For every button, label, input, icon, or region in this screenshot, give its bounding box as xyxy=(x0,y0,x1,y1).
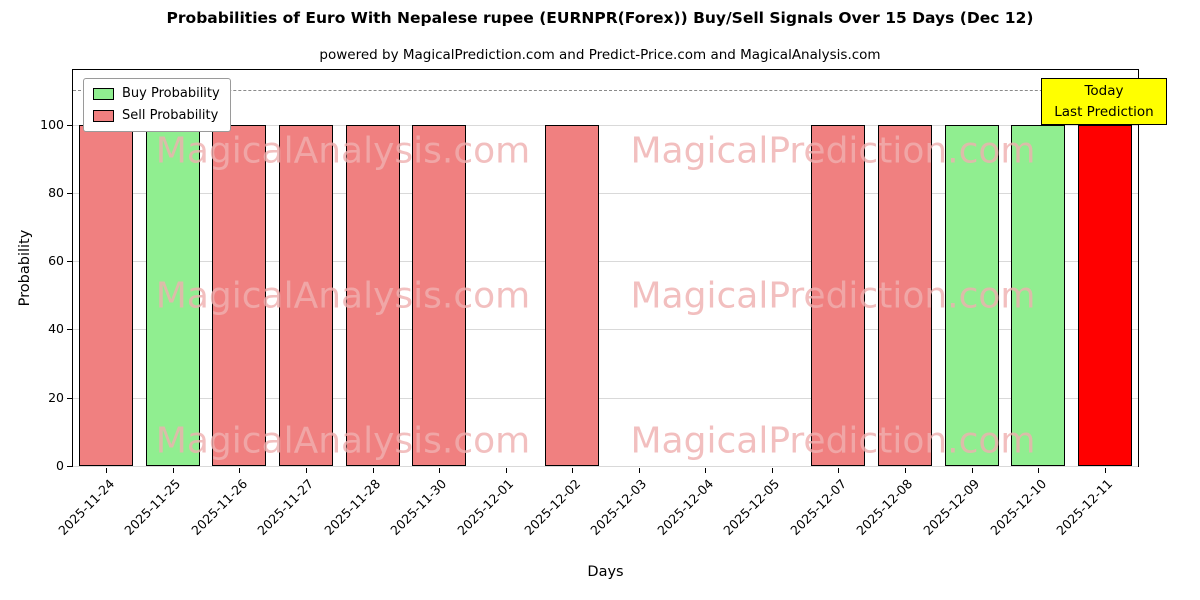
annotation-line: Last Prediction xyxy=(1054,103,1154,120)
y-tick-mark xyxy=(67,192,72,194)
watermark: MagicalPrediction.com xyxy=(630,275,1036,317)
x-tick-label: 2025-11-26 xyxy=(188,476,251,538)
watermark: MagicalPrediction.com xyxy=(630,130,1036,172)
bar-2025-12-10 xyxy=(1011,124,1066,466)
x-tick-label: 2025-12-07 xyxy=(787,476,850,538)
x-tick-mark xyxy=(1038,468,1040,473)
threshold-dashed-line xyxy=(73,90,1138,92)
y-tick-label: 100 xyxy=(40,116,64,132)
x-tick-mark xyxy=(372,468,374,473)
y-tick-label: 20 xyxy=(48,389,64,405)
x-tick-mark xyxy=(172,468,174,473)
today-annotation: Today Last Prediction xyxy=(1041,78,1167,125)
legend-swatch-buy xyxy=(93,87,114,100)
legend-label: Sell Probability xyxy=(122,108,219,123)
bar-2025-12-09 xyxy=(944,124,999,466)
x-tick-label: 2025-12-10 xyxy=(986,476,1049,538)
bar-2025-12-07 xyxy=(811,124,866,466)
x-tick-mark xyxy=(305,468,307,473)
x-tick-mark xyxy=(705,468,707,473)
watermark: MagicalPrediction.com xyxy=(630,420,1036,462)
x-tick-label: 2025-11-30 xyxy=(387,476,450,538)
gridline-y20 xyxy=(73,397,1138,399)
chart-title: Probabilities of Euro With Nepalese rupe… xyxy=(166,9,1034,27)
x-tick-label: 2025-12-03 xyxy=(587,476,650,538)
y-tick-mark xyxy=(67,261,72,263)
legend-entry: Sell Probability xyxy=(93,108,220,123)
x-tick-label: 2025-12-01 xyxy=(454,476,517,538)
x-tick-label: 2025-11-25 xyxy=(121,476,184,538)
y-tick-mark xyxy=(67,466,72,467)
y-tick-mark xyxy=(67,124,72,126)
x-tick-mark xyxy=(439,468,441,473)
gridline-y100 xyxy=(73,124,1138,126)
x-tick-label: 2025-11-28 xyxy=(321,476,384,538)
x-tick-label: 2025-11-24 xyxy=(54,476,117,538)
x-tick-mark xyxy=(838,468,840,473)
x-tick-label: 2025-12-02 xyxy=(520,476,583,538)
gridline-y40 xyxy=(73,329,1138,331)
bar-2025-11-27 xyxy=(278,124,333,466)
x-axis-label: Days xyxy=(587,564,624,580)
bar-2025-11-28 xyxy=(345,124,400,466)
x-tick-mark xyxy=(572,468,574,473)
x-tick-mark xyxy=(1104,468,1106,473)
bar-2025-11-24 xyxy=(79,124,134,466)
legend-label: Buy Probability xyxy=(122,86,220,101)
legend: Buy Probability Sell Probability xyxy=(83,78,231,132)
x-tick-label: 2025-12-11 xyxy=(1053,476,1116,538)
gridline-y80 xyxy=(73,192,1138,194)
bar-2025-12-08 xyxy=(878,124,933,466)
y-tick-label: 60 xyxy=(48,253,64,269)
x-tick-mark xyxy=(971,468,973,473)
plot-area: Buy Probability Sell Probability MagicalA… xyxy=(72,69,1139,467)
x-tick-label: 2025-12-04 xyxy=(653,476,716,538)
x-tick-label: 2025-12-09 xyxy=(920,476,983,538)
chart-subtitle: powered by MagicalPrediction.com and Pre… xyxy=(319,47,881,63)
y-tick-mark xyxy=(67,397,72,399)
watermark: MagicalAnalysis.com xyxy=(155,275,531,317)
watermark: MagicalAnalysis.com xyxy=(155,420,531,462)
x-tick-label: 2025-12-05 xyxy=(720,476,783,538)
y-tick-label: 80 xyxy=(48,184,64,200)
bar-2025-11-25 xyxy=(145,124,200,466)
y-tick-label: 40 xyxy=(48,321,64,337)
x-tick-mark xyxy=(106,468,108,473)
x-tick-mark xyxy=(771,468,773,473)
gridline-y60 xyxy=(73,261,1138,263)
x-tick-mark xyxy=(505,468,507,473)
bar-2025-12-02 xyxy=(545,124,600,466)
gridline-y0 xyxy=(73,466,1138,467)
watermark: MagicalAnalysis.com xyxy=(155,130,531,172)
bar-2025-11-26 xyxy=(212,124,267,466)
x-tick-mark xyxy=(638,468,640,473)
y-tick-label: 0 xyxy=(56,458,64,473)
y-tick-mark xyxy=(67,329,72,331)
bar-2025-11-30 xyxy=(412,124,467,466)
legend-entry: Buy Probability xyxy=(93,86,220,101)
x-tick-label: 2025-11-27 xyxy=(254,476,317,538)
bar-2025-12-11 xyxy=(1077,124,1132,466)
x-tick-mark xyxy=(905,468,907,473)
x-tick-label: 2025-12-08 xyxy=(853,476,916,538)
legend-swatch-sell xyxy=(93,109,114,122)
annotation-line: Today xyxy=(1084,83,1124,100)
x-tick-mark xyxy=(239,468,241,473)
